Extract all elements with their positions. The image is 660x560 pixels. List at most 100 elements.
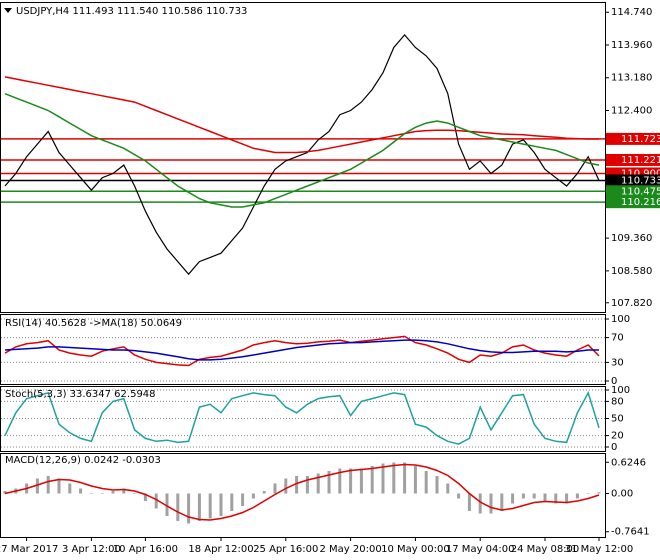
histogram-bar [3, 491, 7, 494]
x-tick-label: 18 Apr 12:00 [188, 544, 253, 555]
level-label: 111.221 [621, 155, 660, 166]
level-label: 110.475 [621, 186, 660, 197]
panel-title: MACD(12,26,9) 0.0242 -0.0303 [5, 455, 161, 466]
histogram-bar [295, 476, 299, 494]
y-tick-label: 80 [611, 396, 624, 407]
histogram-bar [413, 466, 417, 494]
histogram-bar [122, 488, 126, 494]
level-label-bg [606, 132, 660, 145]
x-tick-label: 27 Mar 2017 [0, 544, 58, 555]
level-label-bg [606, 185, 660, 198]
histogram-bar [316, 473, 320, 494]
histogram-bar [57, 478, 61, 494]
y-tick-label: 30 [611, 357, 624, 368]
histogram-bar [100, 493, 104, 494]
histogram-bar [338, 468, 342, 494]
y-tick-label: 114.740 [611, 7, 652, 18]
x-tick-label: 24 May 08:00 [511, 544, 580, 555]
x-tick-label: 10 May 00:00 [381, 544, 450, 555]
histogram-bar [230, 493, 234, 511]
histogram-bar [543, 493, 547, 501]
level-label-bg [606, 174, 660, 187]
histogram-bar [381, 463, 385, 494]
x-tick-label: 31 May 12:00 [565, 544, 634, 555]
histogram-bar [597, 492, 601, 494]
histogram-bar [457, 493, 461, 499]
y-tick-label: 112.400 [611, 105, 652, 116]
histogram-bar [89, 493, 93, 494]
panel-title: RSI(14) 40.5628 ->MA(18) 50.0649 [5, 318, 182, 329]
histogram-bar [521, 493, 525, 499]
histogram-bar [489, 493, 493, 514]
histogram-bar [435, 476, 439, 494]
level-label-bg [606, 196, 660, 209]
y-tick-label: 0.6246 [611, 457, 646, 468]
histogram-bar [500, 493, 504, 511]
panel-title: Stoch(5,3,3) 33.6347 62.5948 [5, 389, 156, 400]
histogram-bar [187, 493, 191, 524]
histogram-bar [154, 493, 158, 509]
histogram-bar [467, 493, 471, 511]
y-tick-label: 0.00 [611, 489, 633, 500]
series-line [4, 76, 599, 154]
histogram-bar [241, 493, 245, 506]
x-tick-label: 25 Apr 16:00 [253, 544, 318, 555]
histogram-bar [359, 468, 363, 494]
histogram-bar [284, 478, 288, 494]
histogram-bar [219, 493, 223, 516]
y-tick-label: 109.360 [611, 233, 652, 244]
histogram-bar [446, 483, 450, 494]
histogram-bar [208, 493, 212, 519]
histogram-bar [554, 493, 558, 504]
main-panel-frame [0, 2, 606, 313]
x-tick-label: 17 May 04:00 [446, 544, 515, 555]
histogram-bar [532, 493, 536, 499]
histogram-bar [327, 471, 331, 494]
histogram-bar [133, 493, 137, 494]
histogram-bar [586, 493, 590, 494]
level-label-bg [606, 153, 660, 166]
x-tick-label: 3 Apr 12:00 [62, 544, 121, 555]
y-tick-label: -0.7641 [611, 527, 650, 538]
series-line [4, 33, 600, 276]
histogram-bar [305, 476, 309, 494]
y-tick-label: 113.180 [611, 73, 652, 84]
y-tick-label: 107.820 [611, 298, 652, 309]
histogram-bar [79, 488, 83, 494]
series-line [4, 390, 600, 445]
histogram-bar [111, 491, 115, 494]
histogram-bar [197, 493, 201, 521]
histogram-bar [370, 466, 374, 494]
x-tick-label: 10 Apr 16:00 [113, 544, 178, 555]
series-line [4, 463, 600, 521]
series-line [4, 93, 600, 208]
histogram-bar [349, 468, 353, 494]
y-tick-label: 50 [611, 414, 624, 425]
histogram-bar [176, 493, 180, 521]
histogram-bar [575, 493, 579, 499]
histogram-bar [392, 462, 396, 494]
level-label: 110.733 [621, 175, 660, 186]
level-label: 111.723 [621, 134, 660, 145]
y-tick-label: 20 [611, 431, 624, 442]
symbol-arrow [4, 8, 12, 13]
y-tick-label: 100 [611, 385, 630, 396]
histogram-bar [165, 493, 169, 516]
histogram-bar [251, 493, 255, 499]
histogram-bar [68, 483, 72, 494]
y-tick-label: 0 [611, 376, 617, 387]
level-label: 110.216 [621, 197, 660, 208]
histogram-bar [262, 491, 266, 494]
y-tick-label: 113.960 [611, 40, 652, 51]
histogram-bar [511, 493, 515, 504]
level-label: 110.900 [621, 168, 660, 179]
series-line [4, 335, 600, 367]
histogram-bar [424, 471, 428, 494]
histogram-bar [478, 493, 482, 514]
x-tick-label: 2 May 20:00 [319, 544, 381, 555]
panel-title: USDJPY,H4 111.493 111.540 110.586 110.73… [16, 6, 247, 17]
histogram-bar [273, 483, 277, 494]
